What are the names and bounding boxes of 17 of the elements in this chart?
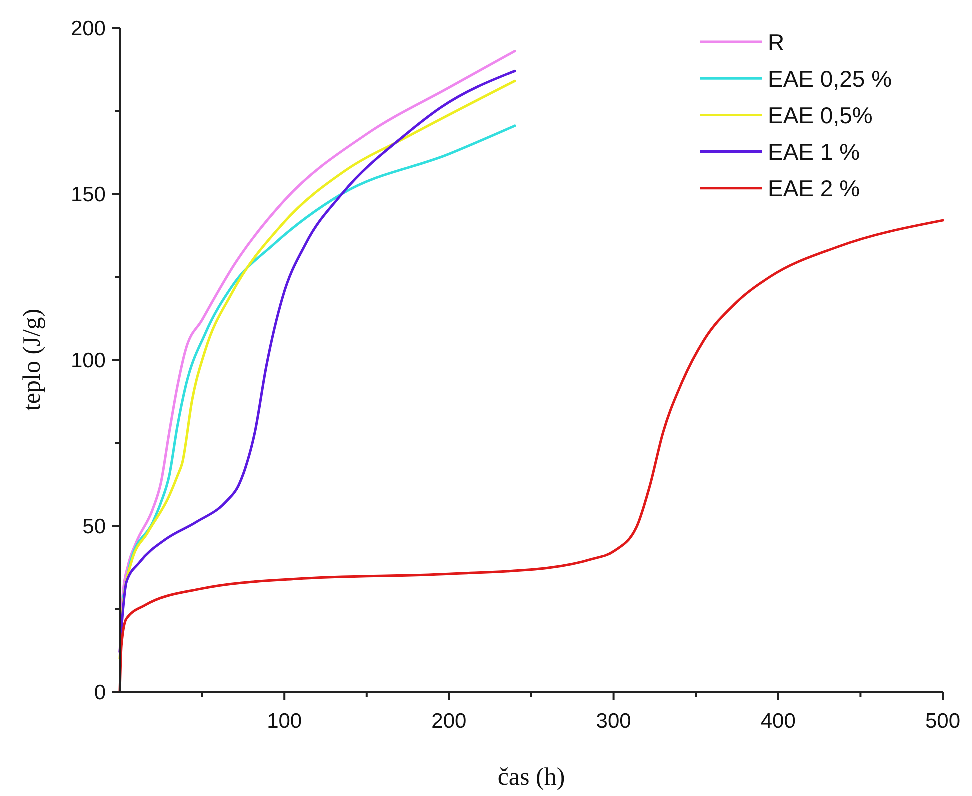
y-tick-label: 100 (70, 349, 106, 372)
y-tick-label: 150 (70, 183, 106, 206)
y-tick-label: 0 (94, 681, 106, 704)
x-axis-title: čas (h) (498, 764, 566, 791)
x-tick-label: 200 (432, 710, 467, 733)
x-tick-label: 400 (760, 710, 796, 733)
legend-label: EAE 1 % (768, 139, 860, 166)
x-tick-label: 500 (925, 710, 961, 733)
legend-label: EAE 0,5% (768, 102, 873, 128)
legend-label: R (768, 29, 785, 56)
legend-label: EAE 0,25 % (768, 66, 892, 92)
legend-label: EAE 2 % (768, 176, 860, 202)
y-tick-label: 50 (82, 515, 106, 538)
y-tick-label: 200 (70, 17, 106, 40)
x-tick-label: 300 (596, 710, 632, 733)
y-axis-title: teplo (J/g) (19, 308, 46, 412)
x-tick-label: 100 (267, 710, 302, 733)
